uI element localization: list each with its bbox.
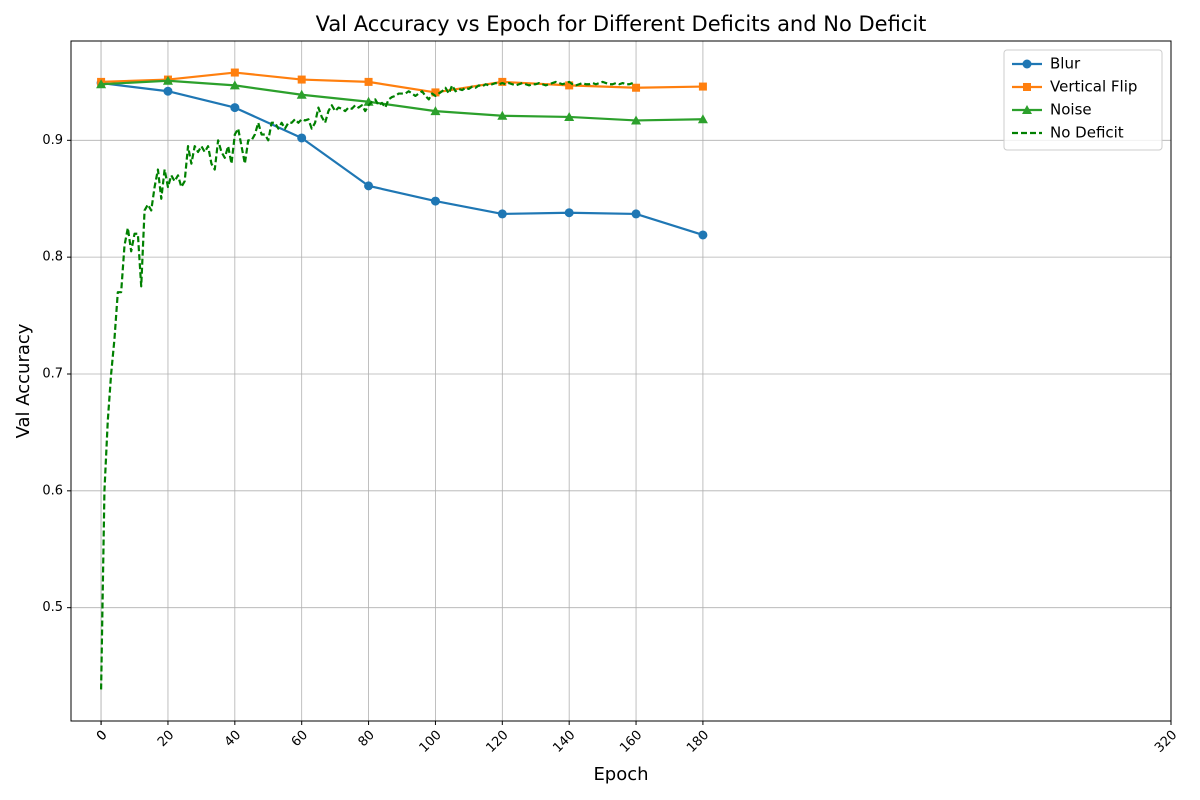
marker [229,80,240,90]
y-axis-label: Val Accuracy [13,323,34,438]
x-tick-label: 80 [356,728,378,750]
series-line [101,79,703,122]
marker [297,75,306,84]
marker [631,209,641,219]
marker [498,77,507,86]
series-line [99,80,634,690]
marker [1023,83,1031,91]
marker [96,79,107,89]
x-tick-label: 120 [483,728,511,756]
legend-label: Blur [1050,55,1081,73]
marker [632,83,641,92]
y-tick-label: 0.6 [42,483,63,498]
chart-title: Val Accuracy vs Epoch for Different Defi… [316,12,927,36]
x-tick-label: 20 [155,728,177,750]
y-tick-label: 0.9 [42,133,63,148]
series-line [100,81,704,237]
legend-label: No Deficit [1050,124,1124,142]
marker [163,86,173,96]
marker [230,68,239,77]
x-tick-label: 60 [289,728,311,750]
marker [698,230,708,240]
legend: Blur Vertical Flip Noise No Deficit [1003,49,1163,151]
y-tick-label: 0.8 [42,250,63,265]
x-tick-label: 100 [417,728,445,756]
legend-label: Noise [1050,101,1092,119]
marker [1022,105,1032,114]
legend-box [1003,49,1163,151]
y-tick-label: 0.5 [42,600,63,615]
marker [631,115,642,125]
plot-frame [70,40,1172,722]
marker [430,196,440,206]
marker [297,133,307,143]
marker [698,82,707,91]
x-tick-label: 40 [222,728,244,750]
y-tick-label: 0.7 [42,366,63,381]
marker [497,209,507,219]
marker [1022,59,1032,69]
marker [364,181,374,191]
marker [564,111,575,121]
x-tick-label: 160 [617,728,645,756]
marker [430,106,441,116]
x-axis-label: Epoch [593,764,648,785]
marker [162,75,173,85]
series-line [101,71,703,94]
marker [564,208,574,218]
marker [431,88,440,97]
marker [364,77,373,86]
x-tick-label: 140 [550,728,578,756]
x-tick-label: 0 [94,728,110,744]
marker [697,114,708,124]
marker [565,81,574,90]
legend-label: Vertical Flip [1050,78,1137,96]
x-tick-label: 320 [1152,728,1180,756]
marker [497,110,508,120]
marker [230,103,240,113]
x-tick-label: 180 [684,728,712,756]
marker [296,89,307,99]
